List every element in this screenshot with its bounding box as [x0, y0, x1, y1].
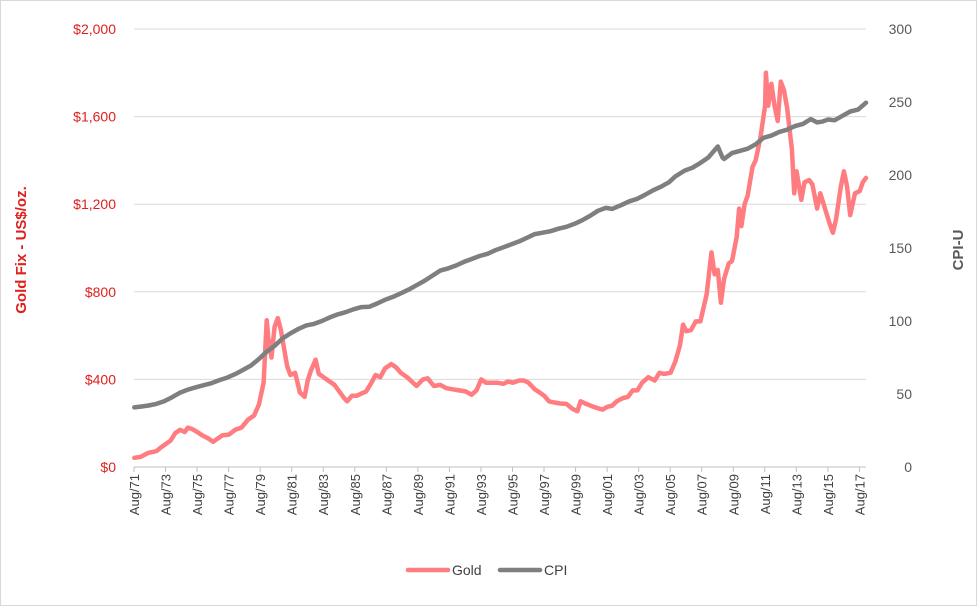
x-tick-label: Aug/03: [632, 474, 647, 515]
left-tick-label: $400: [85, 371, 116, 387]
legend-label-cpi: CPI: [544, 562, 567, 578]
right-tick-label: 150: [889, 240, 913, 256]
left-tick-label: $800: [85, 284, 116, 300]
x-tick-label: Aug/95: [505, 474, 520, 515]
series-lines: [132, 70, 869, 461]
right-tick-label: 200: [889, 167, 913, 183]
right-tick-label: 300: [889, 21, 913, 37]
series-line-gold: [132, 70, 869, 461]
x-tick-label: Aug/83: [316, 474, 331, 515]
x-tick-label: Aug/13: [789, 474, 804, 515]
right-tick-label: 0: [904, 459, 912, 475]
left-tick-label: $1,600: [73, 109, 116, 125]
right-tick-label: 100: [889, 313, 913, 329]
x-tick-label: Aug/09: [726, 474, 741, 515]
right-axis-ticks: 0 50 100 150 200 250 300: [889, 21, 913, 475]
x-tick-label: Aug/11: [758, 474, 773, 514]
left-axis-title: Gold Fix - US$/oz.: [13, 186, 30, 314]
series-line-cpi: [132, 100, 869, 410]
legend: Gold CPI: [405, 562, 567, 578]
legend-label-gold: Gold: [452, 562, 482, 578]
left-axis-ticks: $0 $400 $800 $1,200 $1,600 $2,000: [73, 21, 116, 475]
x-tick-label: Aug/07: [695, 474, 710, 515]
gridlines: [134, 28, 866, 380]
x-tick-label: Aug/01: [600, 474, 615, 515]
x-axis-ticks: Aug/71 Aug/73 Aug/75 Aug/77 Aug/79 Aug/81 Aug/…: [127, 467, 867, 515]
x-tick-label: Aug/99: [569, 474, 584, 515]
x-tick-label: Aug/75: [190, 474, 205, 515]
left-tick-label: $1,200: [73, 196, 116, 212]
x-tick-label: Aug/71: [127, 474, 142, 515]
x-tick-label: Aug/89: [411, 474, 426, 515]
x-tick-label: Aug/93: [474, 474, 489, 515]
left-tick-label: $0: [100, 459, 116, 475]
x-tick-label: Aug/17: [852, 474, 867, 515]
right-tick-label: 250: [889, 94, 913, 110]
x-tick-label: Aug/15: [821, 474, 836, 515]
x-tick-label: Aug/79: [253, 474, 268, 515]
x-tick-label: Aug/05: [663, 474, 678, 515]
x-tick-label: Aug/73: [159, 474, 174, 515]
x-tick-label: Aug/85: [348, 474, 363, 515]
x-tick-label: Aug/77: [222, 474, 237, 515]
x-tick-label: Aug/91: [442, 474, 457, 515]
right-tick-label: 50: [896, 386, 912, 402]
left-tick-label: $2,000: [73, 21, 116, 37]
right-axis-title: CPI-U: [950, 230, 967, 271]
x-tick-label: Aug/87: [379, 474, 394, 515]
x-tick-label: Aug/81: [285, 474, 300, 515]
x-tick-label: Aug/97: [537, 474, 552, 515]
